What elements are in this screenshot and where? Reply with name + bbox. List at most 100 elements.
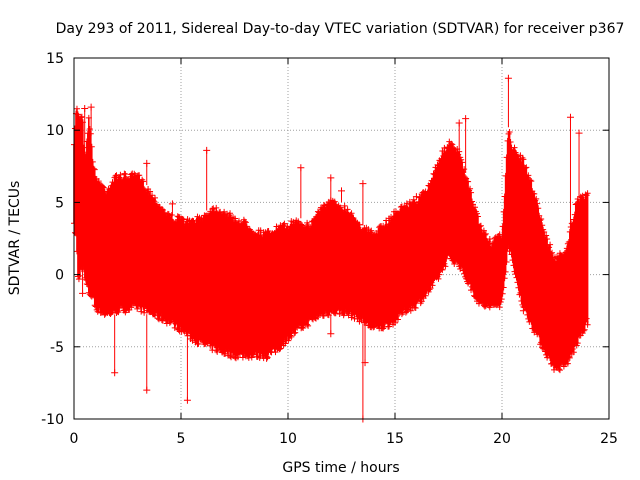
outlier-point [462, 115, 470, 123]
data-point [128, 171, 135, 178]
data-point [264, 354, 271, 361]
data-point [547, 241, 554, 248]
data-point [344, 206, 351, 213]
data-point [477, 222, 484, 229]
y-tick-label: 10 [46, 123, 64, 139]
data-series [71, 105, 591, 374]
data-point [548, 251, 555, 258]
data-point [500, 284, 507, 291]
data-point [305, 221, 312, 228]
data-point [273, 223, 280, 230]
data-point [368, 227, 375, 234]
outlier-point [519, 307, 527, 315]
data-point [393, 312, 400, 319]
data-point [531, 190, 538, 197]
data-point [506, 129, 513, 136]
data-point [402, 309, 409, 316]
data-point [75, 276, 82, 283]
data-point [241, 218, 248, 225]
data-point [465, 178, 472, 185]
x-tick-label: 25 [600, 431, 618, 447]
data-point [295, 218, 302, 225]
data-point [459, 159, 466, 166]
outlier-point [338, 187, 345, 195]
data-point [114, 308, 121, 315]
data-point [458, 156, 465, 163]
data-point [73, 105, 80, 112]
data-point [168, 212, 175, 219]
data-point [441, 260, 448, 267]
data-point [419, 293, 426, 300]
outlier-point [143, 386, 151, 394]
data-point [472, 204, 479, 211]
data-point [287, 332, 294, 339]
outlier-point [455, 119, 463, 127]
data-point [128, 304, 135, 311]
data-point [227, 210, 234, 217]
data-point [386, 323, 393, 330]
x-tick-label: 10 [279, 431, 297, 447]
data-point [163, 320, 170, 327]
data-point [356, 221, 363, 228]
data-point [462, 174, 469, 181]
data-point [90, 165, 97, 172]
data-point [543, 232, 550, 239]
data-point [78, 113, 85, 120]
outlier-point [327, 174, 335, 182]
x-axis-label: GPS time / hours [282, 460, 399, 476]
outlier-point [81, 105, 89, 113]
data-point [155, 316, 162, 323]
data-point [482, 230, 489, 237]
data-point [370, 324, 377, 331]
data-point [501, 275, 508, 282]
data-point [442, 263, 449, 270]
data-point [426, 286, 433, 293]
data-point [580, 327, 587, 334]
data-point [140, 178, 147, 185]
y-tick-label: 5 [55, 195, 64, 211]
axis-ticks: 0 5 10 15 20 25 -10 -5 0 5 10 15 [41, 51, 618, 447]
data-point [498, 296, 505, 303]
data-point [565, 353, 572, 360]
data-point [331, 198, 338, 205]
data-point [314, 314, 321, 321]
data-point [117, 171, 124, 178]
data-point [320, 312, 327, 319]
data-point [523, 164, 530, 171]
data-point [569, 346, 576, 353]
data-point [284, 223, 291, 230]
data-point [276, 346, 283, 353]
data-point [422, 292, 429, 299]
y-axis-label: SDTVAR / TECUs [7, 181, 23, 296]
data-point [272, 349, 279, 356]
data-point [213, 204, 220, 211]
data-point [429, 282, 436, 289]
data-point [112, 172, 119, 179]
outlier-point [87, 103, 95, 111]
data-point [171, 324, 178, 331]
y-tick-label: -5 [50, 340, 64, 356]
data-point [503, 258, 510, 265]
data-point [520, 156, 527, 163]
data-point [516, 158, 523, 165]
data-point [99, 183, 106, 190]
data-point [418, 298, 425, 305]
data-point [115, 309, 122, 316]
data-point [341, 202, 348, 209]
data-point [242, 219, 249, 226]
data-point [239, 354, 246, 361]
data-point [474, 213, 481, 220]
data-point [449, 141, 456, 148]
data-point [412, 304, 419, 311]
data-point [534, 200, 541, 207]
data-point [88, 143, 95, 150]
data-point [486, 304, 493, 311]
data-point [305, 322, 312, 329]
data-point [149, 192, 156, 199]
data-point [486, 236, 493, 243]
data-point [539, 222, 546, 229]
x-tick-label: 0 [70, 431, 79, 447]
outlier-point [361, 359, 369, 367]
data-point [410, 196, 417, 203]
data-point [265, 228, 272, 235]
